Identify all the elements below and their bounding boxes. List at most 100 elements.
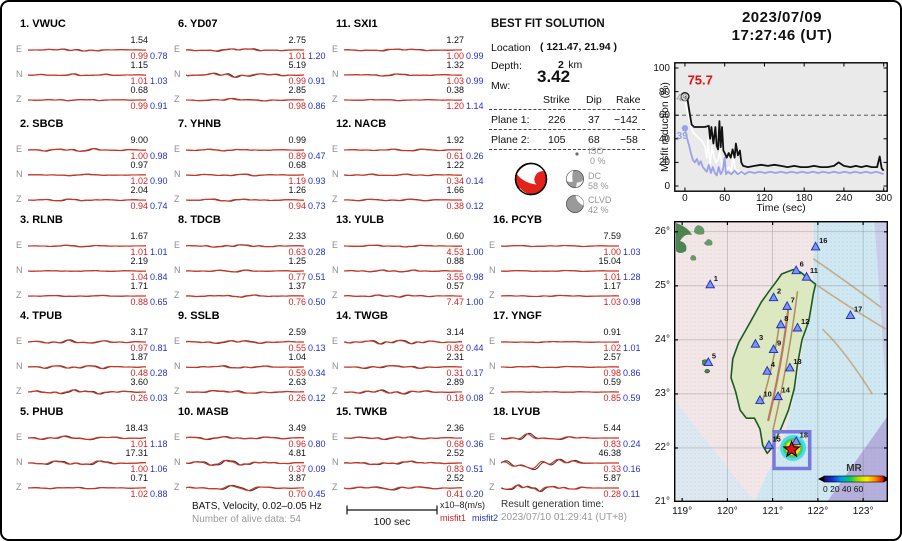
- misfit-ytick: 20: [658, 157, 670, 169]
- amplitude-value: 2.04: [130, 185, 148, 195]
- waveform-trace-SXI1-N: [344, 73, 462, 77]
- component-label-Z: Z: [332, 94, 338, 104]
- station-number: 2.: [20, 118, 33, 130]
- misfit2-value: 1.01: [623, 343, 641, 353]
- depth-label: Depth:: [491, 60, 522, 72]
- component-label-Z: Z: [16, 194, 22, 204]
- station-header: 6. YD07: [178, 18, 218, 30]
- misfit2-value: 0.14: [466, 176, 484, 186]
- misfit1-value: 1.02: [603, 343, 621, 353]
- misfit2-value: 0.86: [308, 101, 326, 111]
- map-station-label-1: 1: [714, 274, 718, 283]
- amplitude-value: 9.00: [130, 135, 148, 145]
- misfit1-value: 1.00: [603, 247, 621, 257]
- map-ytick: 25°: [654, 279, 670, 291]
- misfit2-value: 1.00: [466, 297, 484, 307]
- misfit2-value: 1.03: [150, 76, 168, 86]
- amplitude-value: 0.88: [446, 256, 464, 266]
- amplitude-value: 1.26: [288, 185, 306, 195]
- misfit-ytick: 40: [658, 133, 670, 145]
- misfit1-value: 0.37: [288, 464, 306, 474]
- map-station-label-16: 16: [819, 236, 827, 245]
- component-label-N: N: [16, 169, 23, 179]
- station-block-NACB: 12. NACB E 1.92 0.61 0.26 N 1.22 0.34 0.14 Z 1.66 0…: [332, 118, 500, 214]
- station-name: PHUB: [32, 406, 64, 418]
- map-station-marker-9: [768, 344, 779, 354]
- map-station-marker-18: [791, 435, 802, 445]
- amplitude-value: 1.17: [603, 281, 621, 291]
- scale-bar-label: 100 sec: [373, 516, 411, 528]
- misfit1-value: 0.59: [288, 368, 306, 378]
- misfit2-value: 0.26: [466, 151, 484, 161]
- station-name: TDCB: [190, 214, 221, 226]
- plane2-label: Plane 2:: [491, 134, 530, 146]
- misfit2-value: 1.00: [466, 247, 484, 257]
- misfit1-value: 1.01: [288, 51, 306, 61]
- table-divider: [489, 129, 645, 130]
- misfit1-value: 0.18: [446, 393, 464, 403]
- station-number: 14.: [336, 310, 355, 322]
- amplitude-value: 2.36: [446, 423, 464, 433]
- misfit1-value: 0.31: [446, 368, 464, 378]
- misfit2-value: 0.03: [150, 393, 168, 403]
- station-header: 8. TDCB: [178, 214, 221, 226]
- station-waveform-grid: 1. VWUC E 1.54 0.99 0.78 N 1.15 1.01 1.03 Z 0.68 0.…: [2, 2, 662, 539]
- misfit-chart-ylabel: Misfit reduction (%): [659, 82, 671, 172]
- component-label-E: E: [332, 144, 339, 154]
- amplitude-value: 2.75: [288, 35, 306, 45]
- misfit1-value: 0.99: [130, 51, 148, 61]
- misfit1-value: 0.97: [130, 343, 148, 353]
- waveform-trace-NACB-E: [344, 148, 462, 152]
- waveform-trace-YD07-Z: [186, 97, 304, 102]
- waveform-trace-TWKB-Z: [344, 486, 462, 491]
- amplitude-value: 2.57: [603, 352, 621, 362]
- band-info-note: BATS, Velocity, 0.02–0.05 Hz: [192, 501, 322, 512]
- component-label-Z: Z: [174, 290, 180, 300]
- waveform-trace-YNGF-E: [501, 340, 619, 344]
- amplitude-value: 2.52: [446, 448, 464, 458]
- waveform-trace-SBCB-N: [28, 173, 146, 177]
- map-station-label-14: 14: [782, 386, 791, 395]
- station-name: YNGF: [511, 310, 542, 322]
- waveform-trace-LYUB-Z: [501, 484, 619, 493]
- waveform-trace-PCYB-E: [501, 244, 619, 248]
- station-header: 4. TPUB: [20, 310, 62, 322]
- plane1-label: Plane 1:: [491, 114, 530, 126]
- station-block-TPUB: 4. TPUB E 3.17 0.97 0.81 N 1.87 0.48 0.28 Z 3.60 0.…: [16, 310, 184, 406]
- component-label-Z: Z: [16, 290, 22, 300]
- waveform-trace-TWGB-E: [344, 339, 462, 345]
- plane1-dip: 37: [588, 114, 600, 126]
- station-header: 14. TWGB: [336, 310, 388, 322]
- component-label-E: E: [489, 240, 496, 250]
- waveform-trace-TDCB-E: [186, 244, 304, 248]
- misfit2-value: 0.99: [466, 51, 484, 61]
- amplitude-value: 1.37: [288, 281, 306, 291]
- component-label-N: N: [174, 361, 181, 371]
- misfit1-value: 0.55: [288, 343, 306, 353]
- misfit1-value: 0.89: [288, 151, 306, 161]
- station-header: 3. RLNB: [20, 214, 63, 226]
- station-header: 5. PHUB: [20, 406, 63, 418]
- misfit1-value: 0.76: [288, 297, 306, 307]
- station-name: YD07: [190, 18, 218, 30]
- misfit2-value: 1.01: [150, 247, 168, 257]
- map-ytick: 26°: [654, 225, 670, 237]
- generation-time-value: 2023/07/10 01:29:41 (UT+8): [501, 512, 627, 523]
- station-name: MASB: [196, 406, 229, 418]
- station-number: 11.: [336, 18, 354, 30]
- station-block-SBCB: 2. SBCB E 9.00 1.00 0.98 N 0.97 1.02 0.90 Z 2.04 0.…: [16, 118, 184, 214]
- misfit2-value: 0.91: [150, 101, 168, 111]
- waveform-trace-YD07-N: [186, 72, 304, 78]
- misfit2-value: 1.06: [150, 464, 168, 474]
- generation-time-label: Result generation time:: [501, 499, 604, 510]
- amplitude-value: 5.19: [288, 60, 306, 70]
- misfit1-value: 0.26: [130, 393, 148, 403]
- station-name: LYUB: [511, 406, 541, 418]
- waveform-trace-TDCB-N: [186, 269, 304, 273]
- component-label-N: N: [16, 265, 23, 275]
- map-xtick: 122°: [807, 506, 829, 517]
- waveform-trace-MASB-E: [186, 435, 304, 441]
- waveform-trace-RLNB-Z: [28, 294, 146, 298]
- misfit-reduction-chart: 75.7 49 39: [674, 62, 888, 192]
